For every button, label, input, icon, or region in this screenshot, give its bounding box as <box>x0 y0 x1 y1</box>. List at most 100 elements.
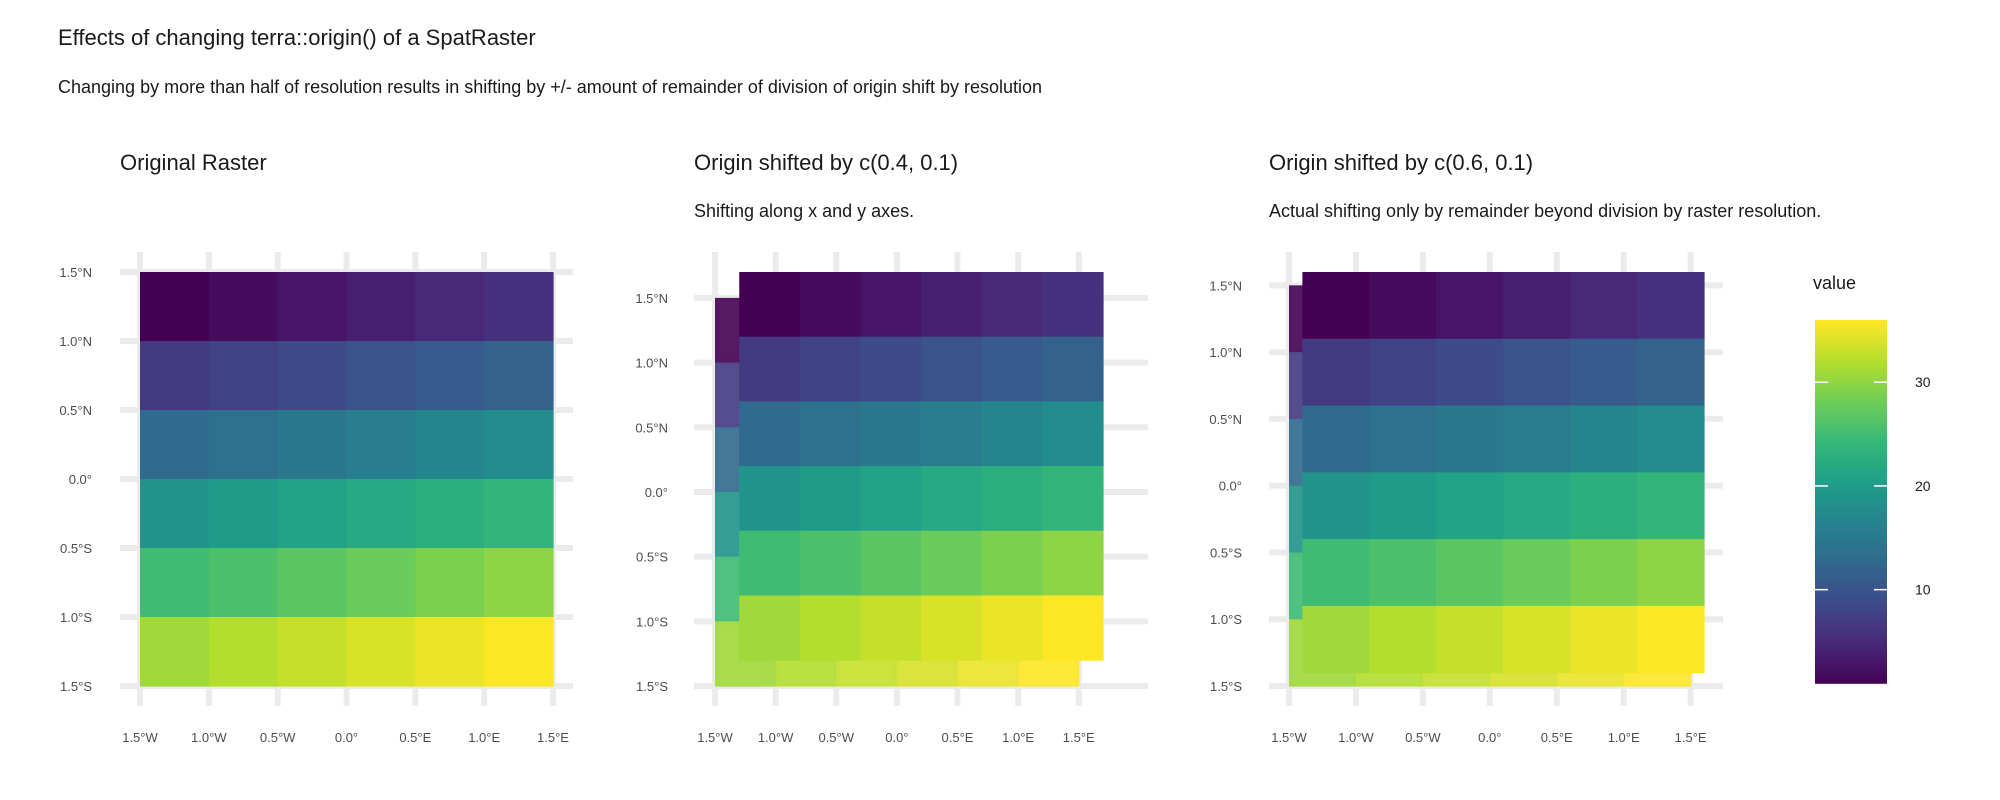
colorbar-segment <box>1815 616 1887 621</box>
colorbar-segment <box>1815 622 1887 627</box>
colorbar-segment <box>1815 377 1887 382</box>
raster-cell <box>1369 472 1437 540</box>
raster-cell <box>1042 466 1104 532</box>
colorbar-segment <box>1815 350 1887 355</box>
colorbar-segment <box>1815 320 1887 324</box>
colorbar-segment <box>1815 574 1887 578</box>
raster-cell <box>1369 405 1437 473</box>
colorbar-segment <box>1815 619 1887 624</box>
raster-cell <box>1302 405 1370 473</box>
colorbar-segment <box>1815 655 1887 660</box>
y-tick-label: 0.5°S <box>636 550 668 565</box>
raster-cell <box>1436 605 1504 674</box>
raster-cell <box>921 466 983 532</box>
y-tick-label: 0.5°N <box>635 420 668 435</box>
y-tick-label: 0.0° <box>69 472 92 487</box>
y-tick-label: 1.5°N <box>59 265 92 280</box>
raster-cell <box>1503 272 1571 340</box>
colorbar-segment <box>1815 607 1887 612</box>
raster-cell <box>346 617 416 687</box>
panel-1: Original Raster 1.5°W 1.0°W 0.5°W 0.0° 0.5°E 1… <box>59 150 573 745</box>
colorbar-segment <box>1815 368 1887 373</box>
raster-cell <box>140 548 210 618</box>
raster-cell <box>140 341 210 411</box>
panel-3: Origin shifted by c(0.6, 0.1) Actual shif… <box>1209 150 1821 745</box>
x-tick-label: 0.5°W <box>818 730 854 745</box>
colorbar-segment <box>1815 428 1887 433</box>
y-tick-label: 0.0° <box>1219 479 1242 494</box>
raster-cell <box>277 341 348 411</box>
raster-layer-2 <box>739 272 1104 661</box>
raster-cell <box>799 530 862 597</box>
raster-cell <box>1637 272 1705 340</box>
raster-cell <box>1570 472 1638 540</box>
raster-cell <box>346 410 416 480</box>
figure-subtitle: Changing by more than half of resolution… <box>58 77 1042 97</box>
raster-cell <box>1570 272 1638 340</box>
colorbar-segment <box>1815 637 1887 642</box>
x-tick-label: 0.5°W <box>260 730 296 745</box>
colorbar-segment <box>1815 649 1887 654</box>
raster-cell <box>1042 595 1104 661</box>
panel-subtitle: Actual shifting only by remainder beyond… <box>1269 201 1821 221</box>
raster-cell <box>1302 272 1370 340</box>
raster-cell <box>140 617 210 687</box>
x-tick-label: 1.5°E <box>1063 730 1095 745</box>
raster-cell <box>1042 401 1104 467</box>
raster-cell <box>860 401 922 467</box>
colorbar-segment <box>1815 531 1887 536</box>
colorbar-segment <box>1815 525 1887 530</box>
raster-cell <box>277 479 348 549</box>
colorbar-segment <box>1815 386 1887 391</box>
colorbar-segment <box>1815 356 1887 361</box>
x-tick-label: 0.0° <box>335 730 358 745</box>
colorbar-segment <box>1815 480 1887 485</box>
raster-cell <box>484 548 554 618</box>
y-tick-label: 1.5°S <box>1210 679 1242 694</box>
raster-cell <box>346 548 416 618</box>
raster-cell <box>1302 338 1370 407</box>
raster-cell <box>277 272 348 342</box>
colorbar-segment <box>1815 528 1887 533</box>
raster-cell <box>1042 530 1104 597</box>
colorbar-segment <box>1815 416 1887 421</box>
raster-cell <box>1436 338 1504 407</box>
y-tick-label: 1.5°S <box>60 679 92 694</box>
x-tick-label: 0.5°E <box>399 730 431 745</box>
raster-cell <box>860 530 922 597</box>
colorbar-segment <box>1815 504 1887 509</box>
raster-cell <box>484 272 554 342</box>
raster-cell <box>860 595 922 661</box>
colorbar-segment <box>1815 431 1887 436</box>
colorbar-segment <box>1815 610 1887 615</box>
raster-cell <box>208 548 279 618</box>
raster-cell <box>346 479 416 549</box>
raster-cell <box>1369 605 1437 674</box>
raster-cell <box>1436 539 1504 607</box>
raster-cell <box>1503 539 1571 607</box>
colorbar <box>1815 320 1887 684</box>
raster-cell <box>1369 338 1437 407</box>
raster-cell <box>415 272 485 342</box>
colorbar-segment <box>1815 425 1887 430</box>
x-tick-label: 1.0°W <box>758 730 794 745</box>
colorbar-segment <box>1815 374 1887 379</box>
colorbar-segment <box>1815 679 1887 684</box>
colorbar-segment <box>1815 437 1887 442</box>
raster-cell <box>739 272 801 338</box>
colorbar-segment <box>1815 492 1887 497</box>
colorbar-segment <box>1815 489 1887 494</box>
x-tick-label: 1.5°E <box>1675 730 1707 745</box>
raster-cell <box>277 548 348 618</box>
raster-cell <box>1503 605 1571 674</box>
raster-cell <box>1436 472 1504 540</box>
raster-cell <box>140 479 210 549</box>
x-tick-label: 1.5°W <box>697 730 733 745</box>
colorbar-segment <box>1815 404 1887 409</box>
y-tick-label: 1.5°N <box>635 291 668 306</box>
colorbar-segment <box>1815 465 1887 470</box>
raster-cell <box>799 401 862 467</box>
colorbar-segment <box>1815 625 1887 630</box>
raster-cell <box>1637 539 1705 607</box>
y-tick-label: 0.5°S <box>60 541 92 556</box>
